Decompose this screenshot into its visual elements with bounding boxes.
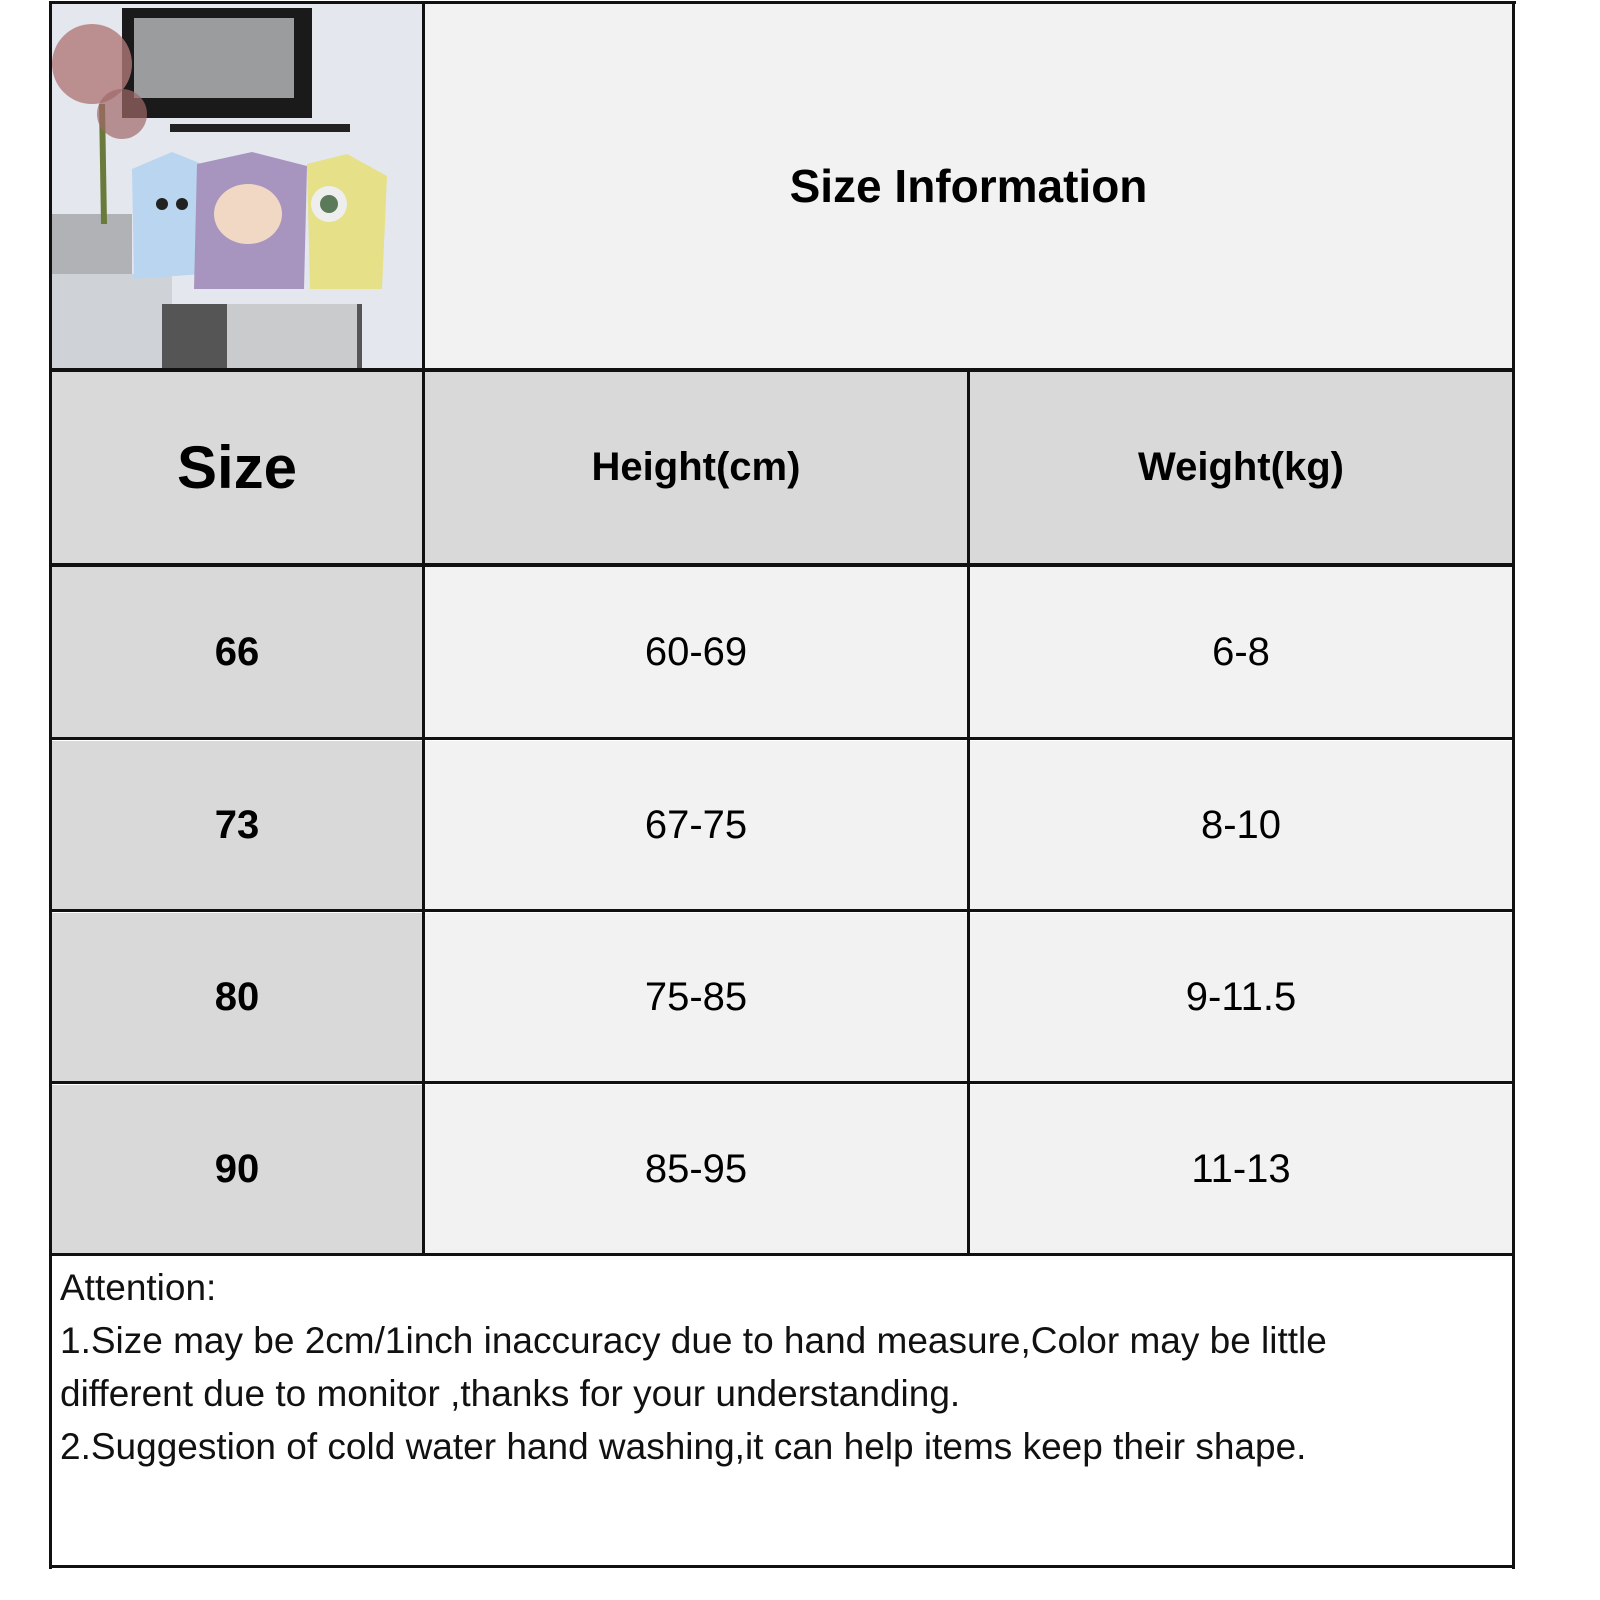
divider [49, 563, 1515, 567]
height-cell: 67-75 [425, 741, 967, 909]
attention-notes: Attention: 1.Size may be 2cm/1inch inacc… [52, 1257, 1512, 1535]
height-cell: 75-85 [425, 913, 967, 1081]
divider [967, 369, 970, 1256]
size-cell: 66 [52, 567, 422, 737]
weight-cell: 11-13 [970, 1085, 1512, 1253]
product-photo-icon [52, 4, 422, 368]
divider [49, 368, 1515, 372]
size-cell: 73 [52, 741, 422, 909]
divider [49, 737, 1515, 740]
divider [49, 909, 1515, 912]
weight-cell: 9-11.5 [970, 913, 1512, 1081]
product-image [52, 4, 422, 368]
border-top [50, 1, 1516, 4]
header-height: Height(cm) [425, 372, 967, 563]
header-weight: Weight(kg) [970, 372, 1512, 563]
title-cell: Size Information [425, 4, 1512, 368]
weight-cell: 6-8 [970, 567, 1512, 737]
divider [422, 1, 425, 1256]
weight-cell: 8-10 [970, 741, 1512, 909]
page-title: Size Information [789, 160, 1148, 212]
note-line: 1.Size may be 2cm/1inch inaccuracy due t… [60, 1320, 1327, 1361]
border-bottom [49, 1565, 1515, 1568]
height-cell: 85-95 [425, 1085, 967, 1253]
border-left [49, 1, 52, 1569]
divider [49, 1081, 1515, 1084]
divider [49, 1253, 1515, 1256]
note-line: 2.Suggestion of cold water hand washing,… [60, 1426, 1307, 1467]
height-cell: 60-69 [425, 567, 967, 737]
size-cell: 80 [52, 913, 422, 1081]
header-weight-label: Weight(kg) [1138, 445, 1344, 489]
note-line: different due to monitor ,thanks for you… [60, 1373, 961, 1414]
header-size-label: Size [176, 434, 298, 501]
notes-heading: Attention: [60, 1267, 217, 1308]
size-cell: 90 [52, 1085, 422, 1253]
border-right [1512, 1, 1515, 1569]
header-height-label: Height(cm) [591, 445, 801, 489]
header-size: Size [52, 372, 422, 563]
